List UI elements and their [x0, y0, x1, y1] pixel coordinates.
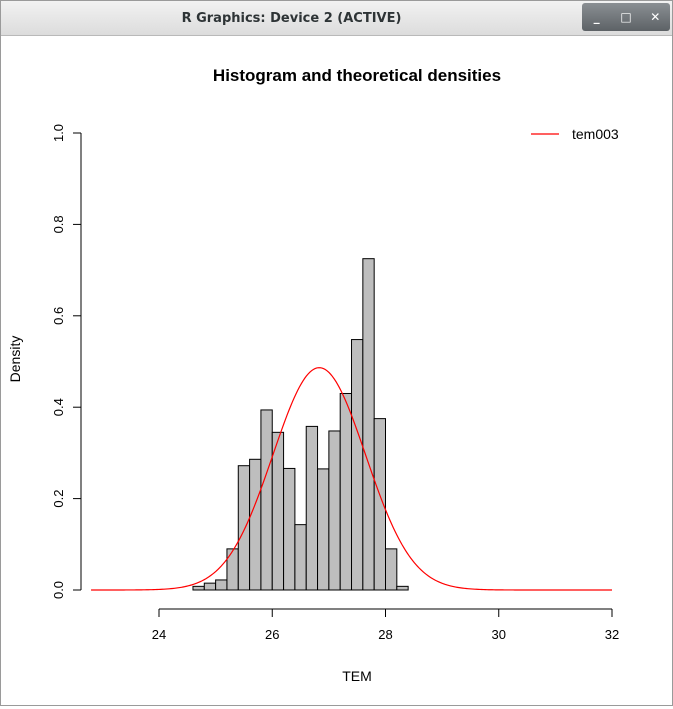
y-axis-label: Density: [7, 336, 23, 383]
x-axis-label: TEM: [342, 668, 372, 684]
histogram-bar: [328, 430, 341, 591]
y-tick-label: 0.4: [51, 398, 66, 416]
histogram-bar: [305, 425, 319, 591]
histogram-bar: [317, 468, 330, 591]
histogram-bar: [294, 524, 307, 591]
y-tick-label: 0.6: [51, 307, 66, 325]
y-axis: 0.0 0.2 0.4 0.6 0.8 1.0: [51, 124, 82, 599]
close-button[interactable]: ✕: [650, 10, 661, 24]
density-curves: [91, 367, 612, 591]
x-tick-label: 26: [265, 627, 279, 642]
minimize-button[interactable]: _: [593, 10, 600, 24]
histogram-chart: Histogram and theoretical densities TEM …: [7, 66, 619, 684]
histogram-bar: [351, 339, 364, 591]
y-tick-label: 0.2: [51, 490, 66, 508]
histogram-bar: [271, 431, 285, 591]
histogram-bar: [260, 409, 273, 591]
window-title: R Graphics: Device 2 (ACTIVE): [181, 11, 402, 26]
density-curve-tem003: [91, 367, 612, 591]
histogram-bar: [226, 548, 239, 591]
histogram-bar: [373, 418, 386, 591]
x-tick-label: 30: [492, 627, 506, 642]
plot-area: Histogram and theoretical densities TEM …: [1, 36, 672, 705]
histogram-bar: [237, 465, 251, 591]
y-tick-label: 0.0: [51, 581, 66, 599]
histogram-bar: [192, 585, 205, 591]
histogram-bar: [215, 579, 228, 591]
y-tick-label: 1.0: [51, 124, 66, 142]
histogram-bars: [192, 258, 409, 591]
window-titlebar[interactable]: R Graphics: Device 2 (ACTIVE) _ □ ✕: [1, 1, 672, 36]
histogram-bar: [362, 258, 375, 591]
histogram-bar: [385, 548, 398, 591]
legend-label: tem003: [572, 126, 619, 142]
x-tick-label: 28: [378, 627, 392, 642]
maximize-button[interactable]: □: [620, 10, 632, 24]
histogram-bar: [339, 392, 353, 591]
window-controls: _ □ ✕: [582, 3, 670, 31]
x-tick-label: 32: [605, 627, 619, 642]
chart-title: Histogram and theoretical densities: [213, 66, 501, 85]
histogram-bar: [396, 585, 409, 591]
legend: tem003: [531, 126, 619, 142]
y-tick-label: 0.8: [51, 215, 66, 233]
x-tick-label: 24: [152, 627, 166, 642]
histogram-bar: [203, 582, 217, 591]
histogram-bar: [283, 467, 296, 591]
x-axis: 24 26 28 30 32: [152, 608, 619, 642]
histogram-bar: [249, 458, 262, 591]
